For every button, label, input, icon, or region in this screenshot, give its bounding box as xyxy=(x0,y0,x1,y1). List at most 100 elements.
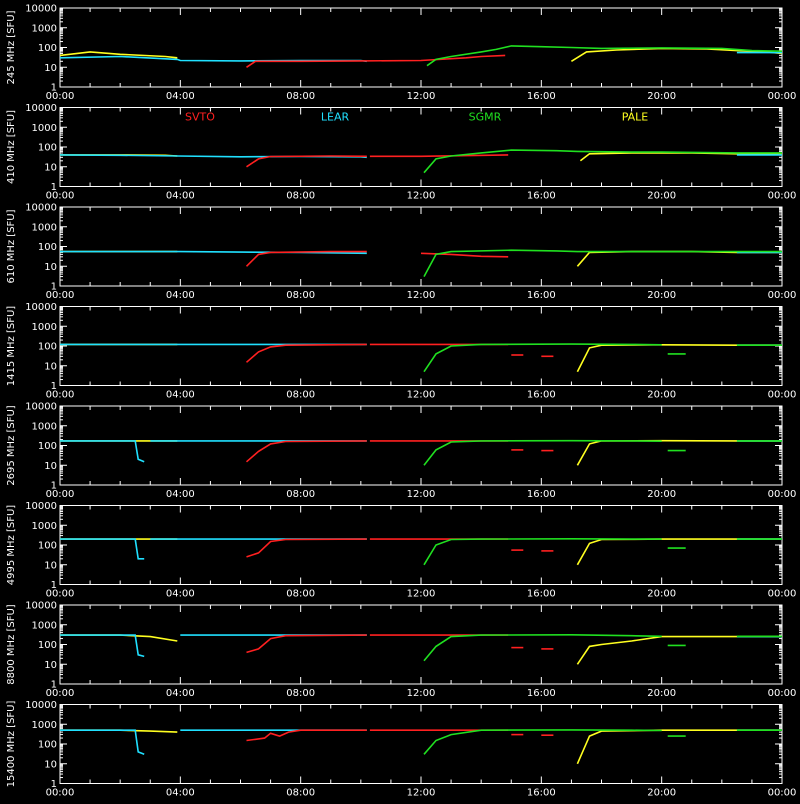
x-tick-label: 16:00 xyxy=(527,390,556,401)
y-tick-label: 100 xyxy=(38,143,57,154)
x-tick-label: 12:00 xyxy=(407,688,436,699)
series-line-sgmr xyxy=(423,729,662,755)
series-line-lear xyxy=(60,440,145,463)
series-line-svto xyxy=(245,440,367,463)
x-tick-label: 12:00 xyxy=(407,191,436,202)
y-tick-label: 100 xyxy=(38,441,57,452)
x-tick-label: 20:00 xyxy=(647,290,676,301)
series-group xyxy=(60,439,782,466)
series-group xyxy=(60,343,782,373)
x-tick-label: 00:00 xyxy=(46,191,75,202)
y-tick-label: 10 xyxy=(44,63,57,74)
panel-3: 00:00 04:00 08:00 12:00 16:00 20:00 00:0011010… xyxy=(6,302,796,401)
x-tick-label: 20:00 xyxy=(647,589,676,600)
y-axis-label: 610 MHz [SFU] xyxy=(6,209,17,283)
y-axis-label: 15400 MHz [SFU] xyxy=(6,701,17,788)
series-line-lear xyxy=(60,538,145,560)
series-line-pale xyxy=(60,51,178,59)
y-axis-label: 8800 MHz [SFU] xyxy=(6,604,17,685)
panel-4: 00:00 04:00 08:00 12:00 16:00 20:00 00:0011010… xyxy=(6,402,796,501)
y-tick-label: 10 xyxy=(44,361,57,372)
x-tick-label: 00:00 xyxy=(46,688,75,699)
y-tick-label: 1 xyxy=(51,680,57,691)
x-tick-label: 20:00 xyxy=(647,390,676,401)
plot-frame xyxy=(59,107,783,187)
panel-2: 00:00 04:00 08:00 12:00 16:00 20:00 00:0011010… xyxy=(6,203,796,302)
plot-frame xyxy=(59,306,783,386)
y-tick-label: 1 xyxy=(51,83,57,94)
series-group xyxy=(60,537,782,566)
legend-label-lear: LEAR xyxy=(321,111,350,124)
y-tick-label: 10000 xyxy=(25,700,57,711)
x-tick-label: 16:00 xyxy=(527,688,556,699)
y-tick-label: 100 xyxy=(38,43,57,54)
plot-frame xyxy=(59,405,783,486)
x-tick-label: 20:00 xyxy=(647,788,676,799)
y-tick-label: 10 xyxy=(44,162,57,173)
panel-0: 00:00 04:00 08:00 12:00 16:00 20:00 00:0011010… xyxy=(6,4,796,103)
y-tick-label: 10 xyxy=(44,262,57,273)
x-tick-label: 00:00 xyxy=(768,788,797,799)
plot-frame xyxy=(59,704,783,784)
y-axis-label: 1415 MHz [SFU] xyxy=(6,306,17,387)
x-tick-label: 00:00 xyxy=(46,290,75,301)
series-line-svto xyxy=(369,154,509,158)
x-tick-label: 16:00 xyxy=(527,489,556,500)
series-line-svto xyxy=(246,538,367,558)
x-tick-label: 04:00 xyxy=(166,91,195,102)
x-tick-label: 12:00 xyxy=(407,91,436,102)
series-line-pale xyxy=(579,152,782,162)
y-tick-label: 10000 xyxy=(25,103,57,114)
x-tick-label: 04:00 xyxy=(166,191,195,202)
y-tick-label: 1000 xyxy=(32,322,57,333)
y-tick-label: 100 xyxy=(38,342,57,353)
x-tick-label: 12:00 xyxy=(407,589,436,600)
x-tick-label: 08:00 xyxy=(286,191,315,202)
series-line-lear xyxy=(60,250,367,255)
x-tick-label: 00:00 xyxy=(768,688,797,699)
series-line-pale xyxy=(576,250,782,267)
series-line-sgmr xyxy=(423,149,782,174)
series-group xyxy=(60,249,782,277)
x-tick-label: 12:00 xyxy=(407,489,436,500)
y-axis-label: 4995 MHz [SFU] xyxy=(6,505,17,586)
y-tick-label: 100 xyxy=(38,740,57,751)
series-line-sgmr xyxy=(423,633,662,662)
y-tick-label: 1000 xyxy=(32,421,57,432)
plot-frame xyxy=(59,505,783,585)
x-tick-label: 12:00 xyxy=(407,290,436,301)
series-line-sgmr xyxy=(423,343,662,373)
x-tick-label: 08:00 xyxy=(286,688,315,699)
x-tick-label: 08:00 xyxy=(286,390,315,401)
x-tick-label: 12:00 xyxy=(407,390,436,401)
x-tick-label: 00:00 xyxy=(46,91,75,102)
x-tick-label: 08:00 xyxy=(286,290,315,301)
y-tick-label: 100 xyxy=(38,242,57,253)
x-tick-label: 00:00 xyxy=(46,390,75,401)
y-tick-label: 1000 xyxy=(32,720,57,731)
series-line-pale xyxy=(576,538,782,566)
series-line-pale xyxy=(576,343,782,373)
x-tick-label: 20:00 xyxy=(647,688,676,699)
x-tick-label: 04:00 xyxy=(166,290,195,301)
y-tick-label: 1 xyxy=(51,182,57,193)
series-group xyxy=(60,729,782,765)
x-tick-label: 20:00 xyxy=(647,91,676,102)
x-tick-label: 04:00 xyxy=(166,489,195,500)
series-group xyxy=(60,149,782,174)
x-tick-label: 00:00 xyxy=(768,390,797,401)
y-tick-label: 10000 xyxy=(25,601,57,612)
x-tick-label: 20:00 xyxy=(647,191,676,202)
y-tick-label: 10 xyxy=(44,560,57,571)
legend-label-svto: SVTO xyxy=(185,111,215,124)
y-tick-label: 1000 xyxy=(32,620,57,631)
y-axis-label: 410 MHz [SFU] xyxy=(6,110,17,184)
y-axis-label: 245 MHz [SFU] xyxy=(6,10,17,84)
legend-label-pale: PALE xyxy=(622,111,649,124)
y-tick-label: 1000 xyxy=(32,23,57,34)
panel-6: 00:00 04:00 08:00 12:00 16:00 20:00 00:0011010… xyxy=(6,601,796,700)
x-tick-label: 00:00 xyxy=(768,290,797,301)
series-group xyxy=(60,633,782,665)
